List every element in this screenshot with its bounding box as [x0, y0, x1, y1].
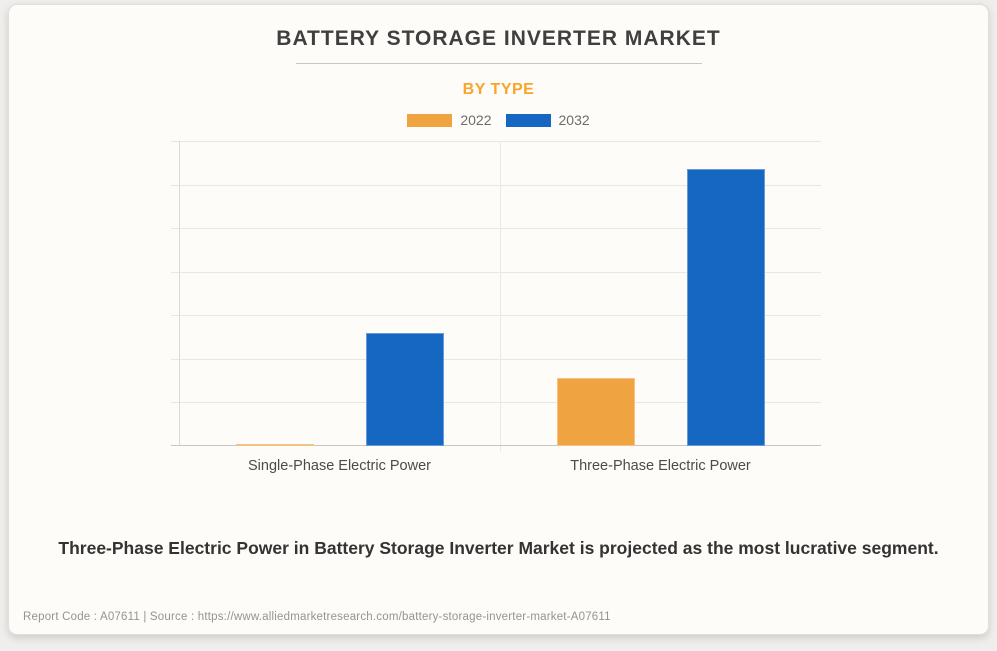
bar-groups: [179, 141, 821, 446]
title-divider: [295, 63, 702, 64]
chart-caption: Three-Phase Electric Power in Battery St…: [58, 538, 939, 558]
category-label: Single-Phase Electric Power: [248, 458, 431, 474]
legend-swatch-2022-icon: [407, 113, 453, 127]
plot-area: [171, 141, 821, 452]
y-axis-line: [179, 141, 180, 446]
gridline: [171, 315, 821, 317]
gridline: [171, 141, 821, 142]
legend-item-2022[interactable]: 2022: [407, 112, 492, 128]
category-separator-line: [500, 141, 501, 452]
bar-2022-three-phase[interactable]: [556, 378, 635, 446]
bar-2032-single-phase[interactable]: [365, 332, 444, 446]
gridline: [171, 271, 821, 273]
bar-2032-three-phase[interactable]: [686, 169, 765, 446]
category-axis-labels: Single-Phase Electric Power Three-Phase E…: [179, 456, 821, 477]
gridline: [171, 358, 821, 360]
x-axis-line: [171, 445, 821, 446]
gridline: [171, 402, 821, 404]
gridline: [171, 184, 821, 186]
chart-title: BATTERY STORAGE INVERTER MARKET: [276, 27, 721, 50]
report-source-text: Report Code : A07611 | Source : https://…: [23, 611, 611, 623]
bar-group-single-phase: [179, 141, 500, 446]
chart-subtitle: BY TYPE: [462, 81, 535, 98]
bar-2022-single-phase[interactable]: [235, 443, 314, 446]
legend-label-2032: 2032: [558, 112, 590, 128]
bar-group-three-phase: [500, 141, 821, 446]
category-label: Three-Phase Electric Power: [570, 458, 751, 474]
legend-swatch-2032-icon: [505, 113, 551, 127]
legend-item-2032[interactable]: 2032: [505, 112, 590, 128]
legend-label-2022: 2022: [460, 112, 492, 128]
gridline: [171, 228, 821, 230]
chart-legend: 2022 2032: [9, 112, 988, 128]
chart-card: BATTERY STORAGE INVERTER MARKET BY TYPE …: [8, 4, 989, 635]
